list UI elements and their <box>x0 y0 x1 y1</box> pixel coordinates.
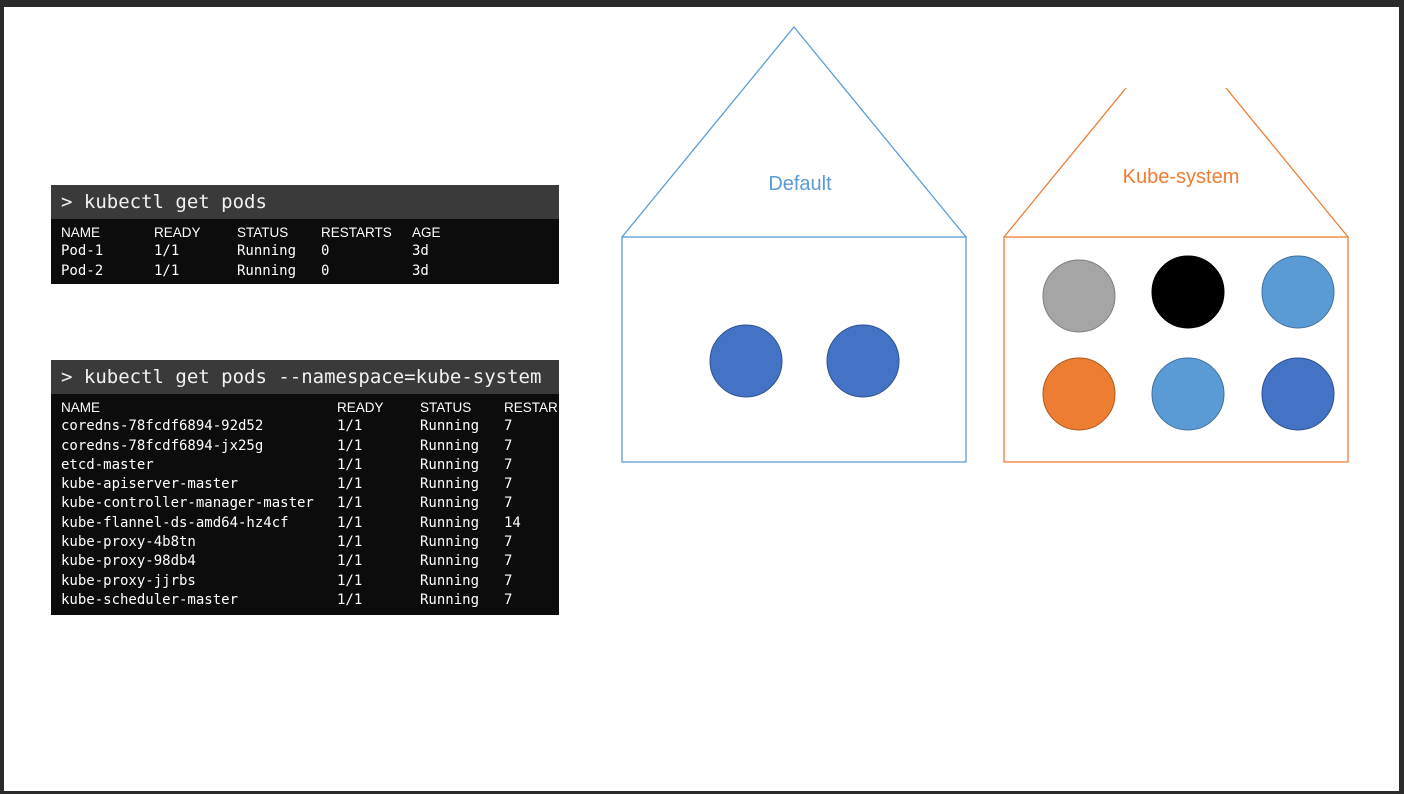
pod-ready: 1/1 <box>337 418 363 435</box>
pod-age: 3d <box>412 243 429 260</box>
pod-status: Running <box>420 553 480 570</box>
terminal-get-pods: > kubectl get pods NAME READY STATUS RES… <box>51 185 559 284</box>
kube-system-label: Kube-system <box>1123 166 1240 188</box>
col-restarts-header: RESTARTS <box>321 225 392 240</box>
pod-restarts: 7 <box>504 437 513 454</box>
table-row: Pod-2 1/1 Running 0 3d <box>51 262 559 281</box>
table-row: Pod-1 1/1 Running 0 3d <box>51 242 559 261</box>
pod-ready: 1/1 <box>337 476 363 493</box>
pod-ready: 1/1 <box>337 572 363 589</box>
pod-status: Running <box>420 495 480 512</box>
table-row: kube-proxy-4b8tn 1/1 Running 7 <box>51 533 559 552</box>
pod-restarts: 7 <box>504 418 513 435</box>
pod-restarts: 7 <box>504 572 513 589</box>
pod-name: kube-scheduler-master <box>61 591 239 608</box>
default-body <box>621 236 967 463</box>
pod-ready: 1/1 <box>337 456 363 473</box>
pod-restarts: 0 <box>321 243 330 260</box>
table-row: kube-apiserver-master 1/1 Running 7 <box>51 475 559 494</box>
kube-system-body <box>1003 236 1349 463</box>
table-row: coredns-78fcdf6894-jx25g 1/1 Running 7 <box>51 437 559 456</box>
pod-restarts: 0 <box>321 262 330 279</box>
default-pod <box>826 324 900 398</box>
pod-name: kube-proxy-4b8tn <box>61 534 196 551</box>
pod-restarts: 7 <box>504 534 513 551</box>
pod-restarts: 7 <box>504 591 513 608</box>
pod-restarts: 7 <box>504 456 513 473</box>
col-ready-header: READY <box>154 225 201 240</box>
pod-name: kube-proxy-98db4 <box>61 553 196 570</box>
pod-status: Running <box>420 437 480 454</box>
default-pod <box>709 324 783 398</box>
pod-restarts: 7 <box>504 553 513 570</box>
terminal-output: NAME READY STATUS RESTARTS AGE Pod-1 1/1… <box>51 219 559 281</box>
pod-name: kube-apiserver-master <box>61 476 239 493</box>
kube-system-pod <box>1151 357 1225 431</box>
pod-status: Running <box>420 572 480 589</box>
pod-restarts: 7 <box>504 476 513 493</box>
col-status-header: STATUS <box>237 225 289 240</box>
col-name-header: NAME <box>61 225 101 240</box>
pod-status: Running <box>420 591 480 608</box>
table-header: NAME READY STATUS RESTARTS AGE <box>51 223 559 242</box>
pod-age: 3d <box>412 262 429 279</box>
table-row: coredns-78fcdf6894-92d52 1/1 Running 7 <box>51 417 559 436</box>
pod-ready: 1/1 <box>154 243 180 260</box>
terminal-command: > kubectl get pods --namespace=kube-syst… <box>51 360 559 394</box>
col-ready-header: READY <box>337 400 384 415</box>
table-row: kube-proxy-jjrbs 1/1 Running 7 <box>51 572 559 591</box>
pod-status: Running <box>237 262 297 279</box>
col-status-header: STATUS <box>420 400 472 415</box>
pod-restarts: 14 <box>504 514 521 531</box>
table-header: NAME READY STATUS RESTAR <box>51 398 559 417</box>
default-label: Default <box>768 173 832 195</box>
pod-name: coredns-78fcdf6894-jx25g <box>61 437 264 454</box>
pod-name: Pod-1 <box>61 243 104 260</box>
pod-name: kube-controller-manager-master <box>61 495 314 512</box>
pod-status: Running <box>420 456 480 473</box>
pod-ready: 1/1 <box>154 262 180 279</box>
pod-status: Running <box>420 534 480 551</box>
pod-status: Running <box>420 418 480 435</box>
pod-name: kube-proxy-jjrbs <box>61 572 196 589</box>
pod-ready: 1/1 <box>337 437 363 454</box>
table-row: kube-scheduler-master 1/1 Running 7 <box>51 591 559 610</box>
kube-system-pod <box>1261 255 1335 329</box>
pod-ready: 1/1 <box>337 591 363 608</box>
pod-status: Running <box>420 514 480 531</box>
pod-status: Running <box>420 476 480 493</box>
pod-ready: 1/1 <box>337 495 363 512</box>
pod-ready: 1/1 <box>337 553 363 570</box>
pod-restarts: 7 <box>504 495 513 512</box>
col-age-header: AGE <box>412 225 441 240</box>
terminal-command: > kubectl get pods <box>51 185 559 219</box>
default-roof <box>621 25 967 238</box>
pod-name: Pod-2 <box>61 262 104 279</box>
kube-system-roof-right <box>1225 87 1349 238</box>
col-name-header: NAME <box>61 400 101 415</box>
pod-status: Running <box>237 243 297 260</box>
kube-system-namespace: Kube-system <box>1003 87 1349 463</box>
kube-system-pod <box>1042 259 1116 333</box>
col-restarts-header: RESTAR <box>504 400 558 415</box>
pod-name: coredns-78fcdf6894-92d52 <box>61 418 264 435</box>
table-row: kube-flannel-ds-amd64-hz4cf 1/1 Running 14 <box>51 514 559 533</box>
pod-name: kube-flannel-ds-amd64-hz4cf <box>61 514 289 531</box>
terminal-get-pods-kube-system: > kubectl get pods --namespace=kube-syst… <box>51 360 559 615</box>
table-row: etcd-master 1/1 Running 7 <box>51 456 559 475</box>
kube-system-pod <box>1261 357 1335 431</box>
kube-system-pod <box>1151 255 1225 329</box>
table-row: kube-proxy-98db4 1/1 Running 7 <box>51 552 559 571</box>
pod-ready: 1/1 <box>337 534 363 551</box>
terminal-output: NAME READY STATUS RESTAR coredns-78fcdf6… <box>51 394 559 610</box>
pod-name: etcd-master <box>61 456 154 473</box>
default-namespace: Default <box>621 25 967 463</box>
kube-system-roof-left <box>1003 87 1127 238</box>
pod-ready: 1/1 <box>337 514 363 531</box>
kube-system-pod <box>1042 357 1116 431</box>
table-row: kube-controller-manager-master 1/1 Running… <box>51 494 559 513</box>
